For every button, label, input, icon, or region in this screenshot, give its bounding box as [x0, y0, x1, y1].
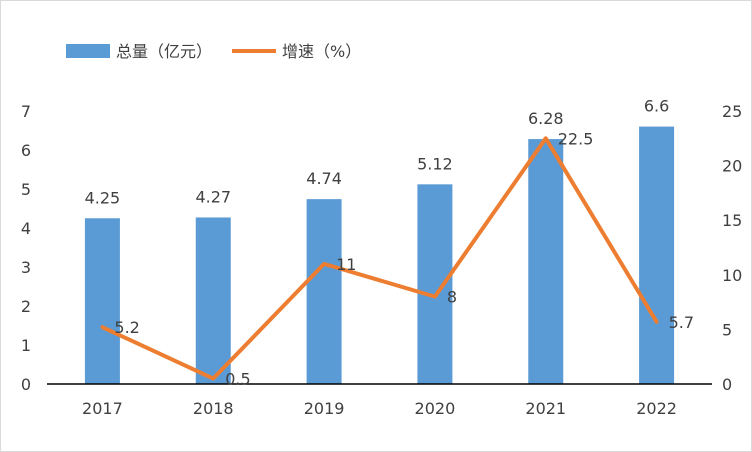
right-tick-15: 15: [722, 211, 742, 230]
legend-bar-swatch: [66, 44, 110, 58]
right-tick-25: 25: [722, 102, 742, 121]
left-tick-6: 6: [21, 141, 31, 160]
right-tick-20: 20: [722, 157, 742, 176]
line-label-2020: 8: [447, 288, 457, 307]
x-tick-2022: 2022: [636, 399, 677, 418]
left-tick-2: 2: [21, 297, 31, 316]
axes: 0 1 2 3 4 5 6 7 0 5 10 15 20 25 2017 2018 2019 2020 2021 20…: [21, 102, 743, 418]
bar-label-2018: 4.27: [195, 187, 231, 206]
line-label-2022: 5.7: [669, 313, 694, 332]
bar-2022: [639, 126, 675, 384]
x-tick-2019: 2019: [304, 399, 345, 418]
bar-label-2017: 4.25: [85, 188, 121, 207]
line-series: [100, 136, 659, 381]
bar-2017: [84, 218, 120, 384]
bar-label-2019: 4.74: [306, 169, 342, 188]
line-label-2018: 0.5: [225, 370, 250, 389]
bar-2019: [306, 199, 342, 384]
bar-data-labels: 4.25 4.27 4.74 5.12 6.28 6.6: [85, 97, 670, 208]
line-label-2021: 22.5: [558, 129, 594, 148]
bar-series: [84, 126, 675, 384]
right-tick-0: 0: [722, 375, 732, 394]
bar-2020: [417, 184, 453, 384]
bar-label-2022: 6.6: [644, 97, 669, 116]
x-tick-2018: 2018: [193, 399, 234, 418]
bar-label-2020: 5.12: [417, 154, 453, 173]
bar-label-2021: 6.28: [528, 109, 564, 128]
bar-2021: [528, 139, 564, 384]
x-tick-2020: 2020: [415, 399, 456, 418]
legend-line-label: 增速（%）: [282, 42, 361, 61]
legend: 总量（亿元） 增速（%）: [66, 42, 361, 61]
line-label-2019: 11: [336, 255, 356, 274]
growth-line: [100, 136, 659, 381]
line-data-labels: 5.2 0.5 11 8 22.5 5.7: [114, 129, 694, 388]
left-tick-3: 3: [21, 258, 31, 277]
left-tick-5: 5: [21, 180, 31, 199]
right-tick-10: 10: [722, 266, 742, 285]
legend-bar-label: 总量（亿元）: [116, 42, 212, 61]
left-tick-7: 7: [21, 102, 31, 121]
x-tick-2021: 2021: [525, 399, 566, 418]
x-tick-2017: 2017: [82, 399, 123, 418]
left-tick-1: 1: [21, 336, 31, 355]
line-label-2017: 5.2: [114, 318, 139, 337]
left-tick-4: 4: [21, 219, 31, 238]
left-tick-0: 0: [21, 375, 31, 394]
bar-2018: [195, 217, 231, 384]
right-tick-5: 5: [722, 320, 732, 339]
